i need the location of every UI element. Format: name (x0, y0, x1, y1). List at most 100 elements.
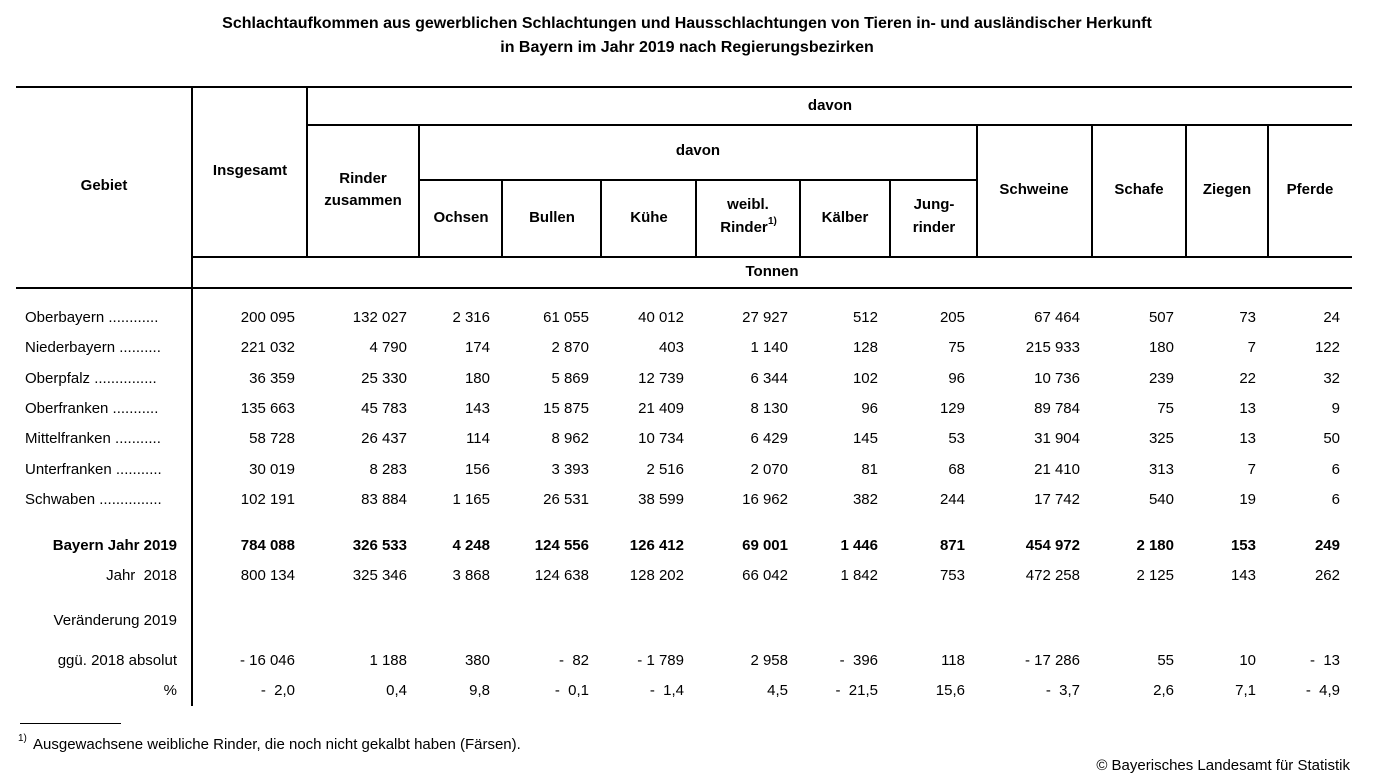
cell: 15,6 (935, 682, 965, 699)
cell: 13 (1239, 400, 1256, 417)
cell: 3 393 (551, 461, 589, 478)
title-line: Schlachtaufkommen aus gewerblichen Schla… (222, 15, 1152, 32)
cell: 143 (464, 400, 490, 417)
header-cell: Rinder (339, 170, 387, 187)
header-cell: rinder (912, 219, 956, 236)
cell: - 1 789 (637, 652, 684, 669)
rule (976, 125, 978, 257)
cell: 9,8 (469, 682, 490, 699)
row-label: Oberpfalz ............... (25, 370, 157, 387)
cell: 180 (464, 370, 490, 387)
cell: - 21,5 (835, 682, 878, 699)
cell: 472 258 (1025, 567, 1080, 584)
cell: 102 (852, 370, 878, 387)
cell: 38 599 (638, 491, 684, 508)
cell: - 396 (839, 652, 878, 669)
cell: 156 (464, 461, 490, 478)
rule (307, 124, 1352, 126)
cell: 145 (852, 430, 878, 447)
cell: 40 012 (638, 309, 684, 326)
cell: - 1,4 (649, 682, 684, 699)
cell: 2 870 (551, 339, 589, 356)
cell: 380 (464, 652, 490, 669)
cell: 200 095 (240, 309, 295, 326)
cell: 10 736 (1034, 370, 1080, 387)
cell: 1 188 (369, 652, 407, 669)
cell: 403 (658, 339, 684, 356)
cell: 2 316 (452, 309, 490, 326)
cell: 784 088 (240, 537, 295, 554)
row-label: ggü. 2018 absolut (57, 652, 177, 669)
cell: 6 344 (750, 370, 788, 387)
cell: 96 (861, 400, 878, 417)
rule (1091, 125, 1093, 257)
cell: 89 784 (1034, 400, 1080, 417)
rule (600, 180, 602, 257)
row-label: % (163, 682, 177, 699)
cell: 1 446 (840, 537, 878, 554)
cell: 262 (1314, 567, 1340, 584)
cell: 326 533 (352, 537, 407, 554)
cell: 73 (1239, 309, 1256, 326)
cell: 27 927 (742, 309, 788, 326)
cell: 6 (1331, 491, 1340, 508)
cell: 21 410 (1034, 461, 1080, 478)
cell: 7 (1247, 339, 1256, 356)
cell: 124 556 (534, 537, 589, 554)
cell: 0,4 (386, 682, 407, 699)
cell: 244 (939, 491, 965, 508)
cell: 66 042 (742, 567, 788, 584)
cell: 124 638 (534, 567, 589, 584)
cell: 118 (941, 652, 965, 669)
cell: 2,6 (1153, 682, 1174, 699)
rule (889, 180, 891, 257)
header-cell: davon (675, 142, 721, 159)
cell: 81 (861, 461, 878, 478)
cell: 53 (948, 430, 965, 447)
cell: 2 958 (750, 652, 788, 669)
copyright: © Bayerisches Landesamt für Statistik (1096, 757, 1350, 774)
cell: 126 412 (629, 537, 684, 554)
cell: 75 (948, 339, 965, 356)
row-label: Unterfranken ........... (25, 461, 162, 478)
cell: 128 202 (629, 567, 684, 584)
header-cell: Kälber (821, 209, 869, 226)
cell: 871 (939, 537, 965, 554)
row-label: Schwaben ............... (25, 491, 162, 508)
cell: 3 868 (452, 567, 490, 584)
footnote-marker: 1) (18, 733, 27, 744)
cell: 215 933 (1025, 339, 1080, 356)
cell: 25 330 (361, 370, 407, 387)
cell: 7,1 (1235, 682, 1256, 699)
row-label: Mittelfranken ........... (25, 430, 161, 447)
cell: 61 055 (543, 309, 589, 326)
header-cell: davon (807, 97, 853, 114)
cell: 4 790 (369, 339, 407, 356)
cell: 26 531 (543, 491, 589, 508)
cell: 132 027 (352, 309, 407, 326)
row-label: Jahr 2018 (106, 567, 177, 584)
cell: 45 783 (361, 400, 407, 417)
cell: 1 140 (750, 339, 788, 356)
row-label: Bayern Jahr 2019 (52, 537, 177, 554)
cell: 4,5 (767, 682, 788, 699)
cell: 313 (1148, 461, 1174, 478)
row-label: Oberfranken ........... (25, 400, 159, 417)
row-label: Niederbayern .......... (25, 339, 161, 356)
cell: 10 734 (638, 430, 684, 447)
cell: 6 429 (750, 430, 788, 447)
cell: 102 191 (240, 491, 295, 508)
header-cell: Ochsen (433, 209, 489, 226)
cell: 68 (948, 461, 965, 478)
cell: - 13 (1309, 652, 1340, 669)
row-label: Oberbayern ............ (25, 309, 159, 326)
cell: - 82 (558, 652, 589, 669)
footnote-text: Ausgewachsene weibliche Rinder, die noch… (33, 736, 521, 753)
cell: 4 248 (452, 537, 490, 554)
cell: 221 032 (240, 339, 295, 356)
cell: 540 (1148, 491, 1174, 508)
cell: 122 (1314, 339, 1340, 356)
cell: 12 739 (638, 370, 684, 387)
cell: 7 (1247, 461, 1256, 478)
